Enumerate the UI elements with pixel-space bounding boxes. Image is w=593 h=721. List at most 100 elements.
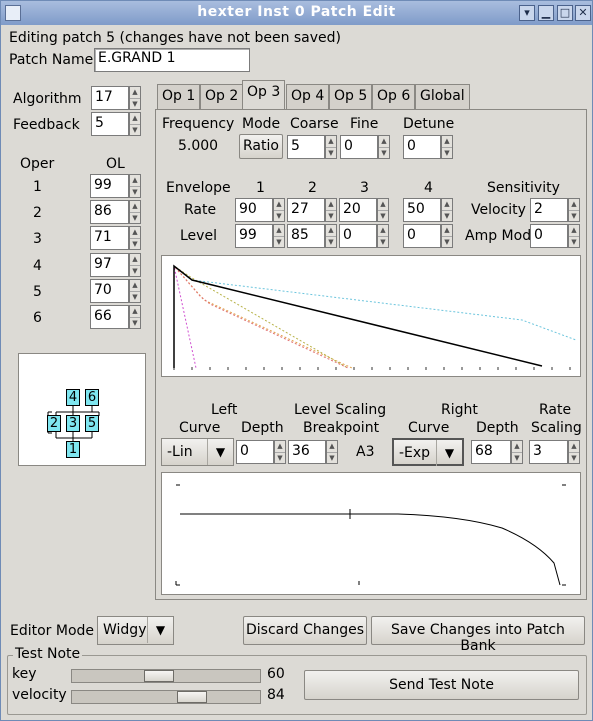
fine-spinner[interactable]: 0 ▲ ▼ [340, 135, 390, 159]
spin-arrows-icon[interactable]: ▲ ▼ [273, 224, 285, 248]
envelope-column: 3 [360, 180, 369, 196]
right-depth-spinner[interactable]: 68 ▲ ▼ [471, 440, 523, 464]
discard-changes-button[interactable]: Discard Changes [243, 616, 367, 645]
spin-arrows-icon[interactable]: ▲ ▼ [129, 86, 141, 110]
spin-arrows-icon[interactable]: ▲ ▼ [274, 440, 286, 464]
oper-number: 4 [33, 258, 42, 274]
spin-arrows-icon[interactable]: ▲ ▼ [511, 440, 523, 464]
spin-arrows-icon[interactable]: ▲ ▼ [325, 135, 337, 159]
envelope-label: Envelope [166, 180, 231, 196]
spin-arrows-icon[interactable]: ▲ ▼ [378, 135, 390, 159]
output-level-spinner[interactable]: 66 ▲ ▼ [90, 305, 141, 329]
level-scaling-label: Level Scaling [294, 402, 387, 418]
left-curve-dropdown[interactable]: -Lin ▼ [161, 438, 234, 466]
spin-arrows-icon[interactable]: ▲ ▼ [568, 440, 580, 464]
right-curve-dropdown[interactable]: -Exp ▼ [392, 438, 464, 466]
level-1-spinner[interactable]: 99 ▲ ▼ [235, 224, 285, 248]
breakpoint-note: A3 [356, 444, 375, 460]
key-value: 60 [267, 666, 285, 682]
editor-mode-dropdown[interactable]: Widgy ▼ [97, 616, 174, 645]
help-icon[interactable]: ▾ [519, 5, 535, 21]
spin-arrows-icon[interactable]: ▲ ▼ [129, 174, 141, 198]
spin-arrows-icon[interactable]: ▲ ▼ [273, 198, 285, 222]
spin-arrows-icon[interactable]: ▲ ▼ [129, 200, 141, 224]
spin-arrows-icon[interactable]: ▲ ▼ [568, 198, 580, 222]
rate-scaling-spinner[interactable]: 3 ▲ ▼ [529, 440, 580, 464]
rate-2-spinner[interactable]: 27 ▲ ▼ [287, 198, 337, 222]
spin-arrows-icon[interactable]: ▲ ▼ [129, 253, 141, 277]
output-level-spinner[interactable]: 70 ▲ ▼ [90, 279, 141, 303]
patch-name-input[interactable]: E.GRAND 1 [94, 48, 250, 72]
tab-op-4[interactable]: Op 4 [286, 84, 330, 109]
spin-arrows-icon[interactable]: ▲ ▼ [325, 198, 337, 222]
key-slider[interactable] [71, 669, 261, 683]
send-test-note-button[interactable]: Send Test Note [304, 670, 579, 700]
status-text: Editing patch 5 (changes have not been s… [9, 30, 342, 46]
coarse-spinner[interactable]: 5 ▲ ▼ [287, 135, 337, 159]
tab-op-2[interactable]: Op 2 [200, 84, 244, 109]
velocity-sens-spinner[interactable]: 2 ▲ ▼ [530, 198, 580, 222]
left-label: Left [211, 402, 238, 418]
velocity-slider-thumb[interactable] [177, 691, 207, 703]
left-depth-spinner[interactable]: 0 ▲ ▼ [236, 440, 286, 464]
spin-arrows-icon[interactable]: ▲ ▼ [377, 224, 389, 248]
rate-3-spinner[interactable]: 20 ▲ ▼ [339, 198, 389, 222]
close-icon[interactable]: ✕ [575, 5, 591, 21]
tab-op-6[interactable]: Op 6 [372, 84, 416, 109]
mode-button[interactable]: Ratio [239, 134, 283, 159]
detune-spinner[interactable]: 0 ▲ ▼ [403, 135, 453, 159]
spin-arrows-icon[interactable]: ▲ ▼ [129, 279, 141, 303]
output-level-spinner[interactable]: 71 ▲ ▼ [90, 226, 141, 250]
patch-name-label: Patch Name [9, 52, 94, 68]
oper-number: 3 [33, 231, 42, 247]
left-curve-label: Curve [179, 420, 221, 436]
breakpoint-spinner[interactable]: 36 ▲ ▼ [288, 440, 338, 464]
envelope-column: 2 [308, 180, 317, 196]
algorithm-op-box: 1 [66, 441, 80, 458]
spin-arrows-icon[interactable]: ▲ ▼ [377, 198, 389, 222]
fine-label: Fine [350, 116, 379, 132]
output-level-spinner[interactable]: 99 ▲ ▼ [90, 174, 141, 198]
rate-1-spinner[interactable]: 90 ▲ ▼ [235, 198, 285, 222]
tab-global[interactable]: Global [415, 84, 470, 109]
ol-header: OL [106, 156, 125, 172]
spin-arrows-icon[interactable]: ▲ ▼ [568, 224, 580, 248]
breakpoint-label: Breakpoint [303, 420, 380, 436]
output-level-spinner[interactable]: 86 ▲ ▼ [90, 200, 141, 224]
level-3-spinner[interactable]: 0 ▲ ▼ [339, 224, 389, 248]
spin-arrows-icon[interactable]: ▲ ▼ [129, 305, 141, 329]
window-title: hexter Inst 0 Patch Edit [197, 4, 396, 20]
velocity-slider[interactable] [71, 690, 261, 704]
tab-op-1[interactable]: Op 1 [157, 84, 201, 109]
tab-op-3[interactable]: Op 3 [242, 80, 286, 110]
frequency-label: Frequency [162, 116, 235, 132]
algorithm-label: Algorithm [13, 91, 82, 107]
spin-arrows-icon[interactable]: ▲ ▼ [129, 112, 141, 136]
output-level-spinner[interactable]: 97 ▲ ▼ [90, 253, 141, 277]
oper-number: 1 [33, 179, 42, 195]
dropdown-arrow-icon: ▼ [207, 439, 233, 465]
envelope-column: 4 [424, 180, 433, 196]
spin-arrows-icon[interactable]: ▲ ▼ [441, 135, 453, 159]
level-2-spinner[interactable]: 85 ▲ ▼ [287, 224, 337, 248]
level-4-spinner[interactable]: 0 ▲ ▼ [403, 224, 453, 248]
rate-4-spinner[interactable]: 50 ▲ ▼ [403, 198, 453, 222]
key-slider-thumb[interactable] [144, 670, 174, 682]
tab-op-5[interactable]: Op 5 [329, 84, 373, 109]
spin-arrows-icon[interactable]: ▲ ▼ [441, 198, 453, 222]
amp-mod-sens-spinner[interactable]: 0 ▲ ▼ [530, 224, 580, 248]
feedback-spinner[interactable]: 5 ▲ ▼ [91, 112, 141, 136]
save-changes-button[interactable]: Save Changes into Patch Bank [371, 616, 585, 654]
maximize-icon[interactable]: □ [557, 5, 573, 21]
spin-arrows-icon[interactable]: ▲ ▼ [441, 224, 453, 248]
spin-arrows-icon[interactable]: ▲ ▼ [325, 224, 337, 248]
oper-number: 5 [33, 284, 42, 300]
algorithm-spinner[interactable]: 17 ▲ ▼ [91, 86, 141, 110]
key-label: key [12, 666, 37, 682]
spin-arrows-icon[interactable]: ▲ ▼ [326, 440, 338, 464]
feedback-label: Feedback [13, 117, 80, 133]
spin-arrows-icon[interactable]: ▲ ▼ [129, 226, 141, 250]
minimize-icon[interactable]: ▁ [538, 5, 554, 21]
window-menu-icon[interactable] [5, 5, 21, 21]
